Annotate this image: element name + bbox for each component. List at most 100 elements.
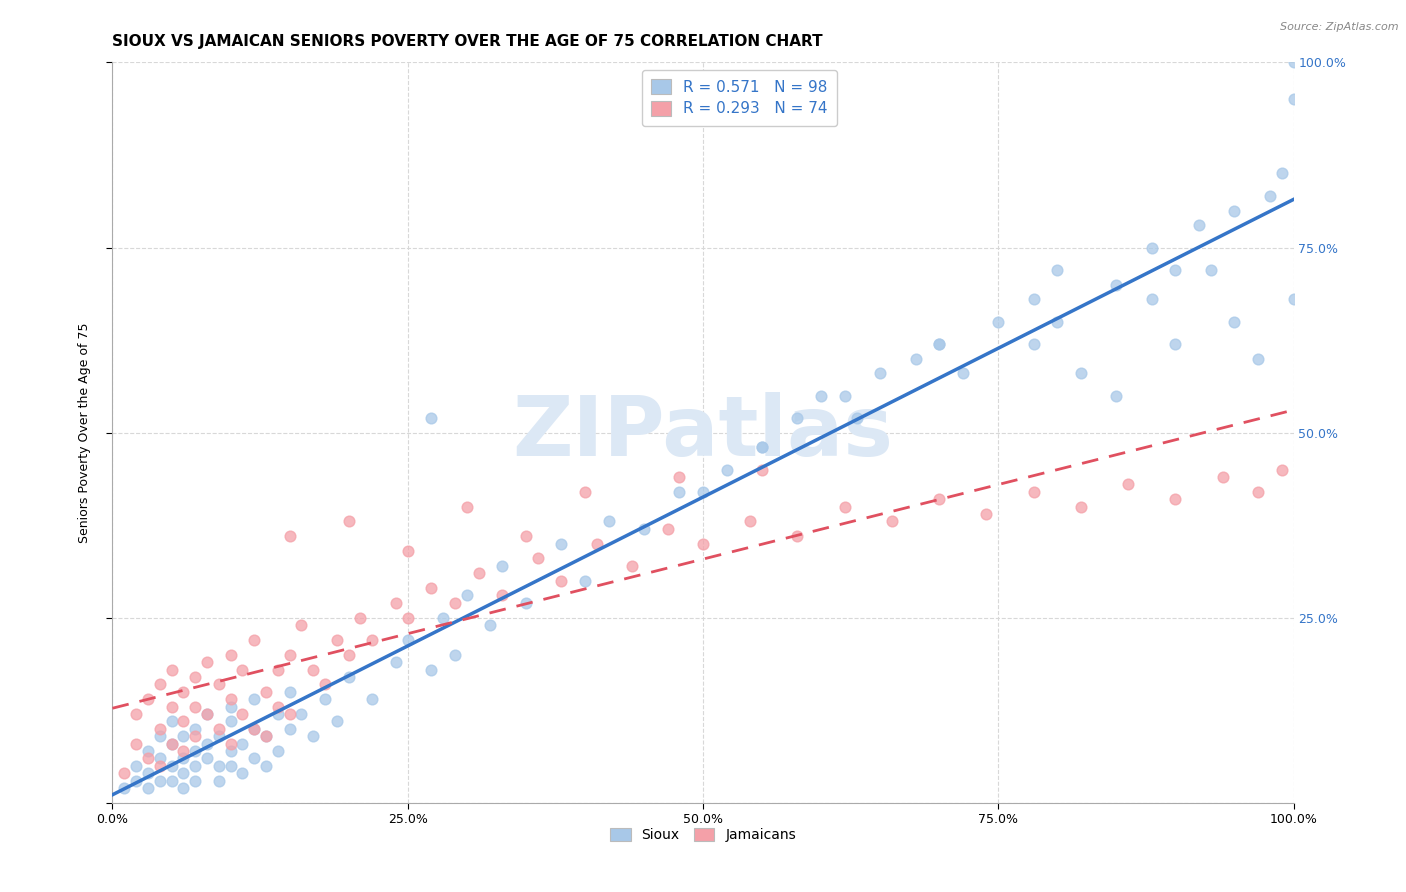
Text: SIOUX VS JAMAICAN SENIORS POVERTY OVER THE AGE OF 75 CORRELATION CHART: SIOUX VS JAMAICAN SENIORS POVERTY OVER T… bbox=[112, 34, 823, 49]
Point bbox=[208, 773, 231, 788]
Point bbox=[136, 751, 159, 765]
Point bbox=[869, 367, 891, 381]
Point bbox=[149, 729, 172, 743]
Point bbox=[657, 522, 679, 536]
Point bbox=[267, 663, 290, 677]
Point bbox=[598, 515, 620, 529]
Point bbox=[1164, 492, 1187, 507]
Point bbox=[1258, 188, 1281, 202]
Point bbox=[136, 692, 159, 706]
Point bbox=[1282, 92, 1305, 106]
Point bbox=[1070, 500, 1092, 514]
Point bbox=[219, 714, 242, 729]
Point bbox=[515, 529, 537, 543]
Legend: Sioux, Jamaicans: Sioux, Jamaicans bbox=[605, 822, 801, 847]
Point bbox=[515, 596, 537, 610]
Point bbox=[574, 574, 596, 588]
Point bbox=[184, 722, 207, 736]
Point bbox=[267, 699, 290, 714]
Point bbox=[1022, 484, 1045, 499]
Point bbox=[1271, 166, 1294, 180]
Point bbox=[385, 655, 408, 669]
Point bbox=[1247, 484, 1270, 499]
Point bbox=[195, 737, 218, 751]
Text: ZIPatlas: ZIPatlas bbox=[513, 392, 893, 473]
Point bbox=[751, 441, 773, 455]
Point bbox=[160, 758, 183, 772]
Point bbox=[184, 729, 207, 743]
Point bbox=[149, 722, 172, 736]
Point bbox=[243, 722, 266, 736]
Point bbox=[231, 737, 253, 751]
Text: Source: ZipAtlas.com: Source: ZipAtlas.com bbox=[1281, 22, 1399, 32]
Point bbox=[172, 744, 194, 758]
Point bbox=[1271, 462, 1294, 476]
Point bbox=[1164, 336, 1187, 351]
Point bbox=[208, 677, 231, 691]
Point bbox=[420, 581, 443, 595]
Point bbox=[928, 336, 950, 351]
Point bbox=[467, 566, 489, 581]
Point bbox=[254, 729, 277, 743]
Point bbox=[267, 706, 290, 721]
Point bbox=[219, 648, 242, 662]
Point bbox=[195, 751, 218, 765]
Point bbox=[278, 685, 301, 699]
Point bbox=[184, 773, 207, 788]
Point bbox=[834, 500, 856, 514]
Point bbox=[231, 706, 253, 721]
Point bbox=[208, 729, 231, 743]
Point bbox=[149, 773, 172, 788]
Point bbox=[172, 685, 194, 699]
Y-axis label: Seniors Poverty Over the Age of 75: Seniors Poverty Over the Age of 75 bbox=[77, 322, 91, 543]
Point bbox=[444, 648, 467, 662]
Point bbox=[786, 410, 808, 425]
Point bbox=[1116, 477, 1139, 491]
Point bbox=[149, 677, 172, 691]
Point bbox=[160, 699, 183, 714]
Point bbox=[668, 470, 690, 484]
Point bbox=[952, 367, 974, 381]
Point bbox=[633, 522, 655, 536]
Point bbox=[550, 574, 572, 588]
Point bbox=[219, 744, 242, 758]
Point bbox=[928, 492, 950, 507]
Point bbox=[1022, 293, 1045, 307]
Point bbox=[751, 462, 773, 476]
Point bbox=[195, 655, 218, 669]
Point bbox=[1282, 55, 1305, 70]
Point bbox=[160, 737, 183, 751]
Point bbox=[668, 484, 690, 499]
Point bbox=[290, 618, 312, 632]
Point bbox=[716, 462, 738, 476]
Point bbox=[278, 722, 301, 736]
Point bbox=[172, 714, 194, 729]
Point bbox=[219, 692, 242, 706]
Point bbox=[491, 589, 513, 603]
Point bbox=[172, 751, 194, 765]
Point bbox=[149, 758, 172, 772]
Point bbox=[125, 737, 148, 751]
Point bbox=[254, 758, 277, 772]
Point bbox=[184, 744, 207, 758]
Point bbox=[751, 441, 773, 455]
Point bbox=[1140, 293, 1163, 307]
Point bbox=[267, 744, 290, 758]
Point bbox=[396, 544, 419, 558]
Point bbox=[396, 632, 419, 647]
Point bbox=[976, 507, 998, 521]
Point bbox=[302, 729, 325, 743]
Point bbox=[160, 737, 183, 751]
Point bbox=[432, 610, 454, 624]
Point bbox=[880, 515, 903, 529]
Point bbox=[1282, 293, 1305, 307]
Point bbox=[1046, 314, 1069, 328]
Point bbox=[219, 737, 242, 751]
Point bbox=[621, 558, 644, 573]
Point bbox=[740, 515, 762, 529]
Point bbox=[1070, 367, 1092, 381]
Point bbox=[243, 722, 266, 736]
Point bbox=[361, 692, 384, 706]
Point bbox=[810, 388, 832, 402]
Point bbox=[456, 500, 478, 514]
